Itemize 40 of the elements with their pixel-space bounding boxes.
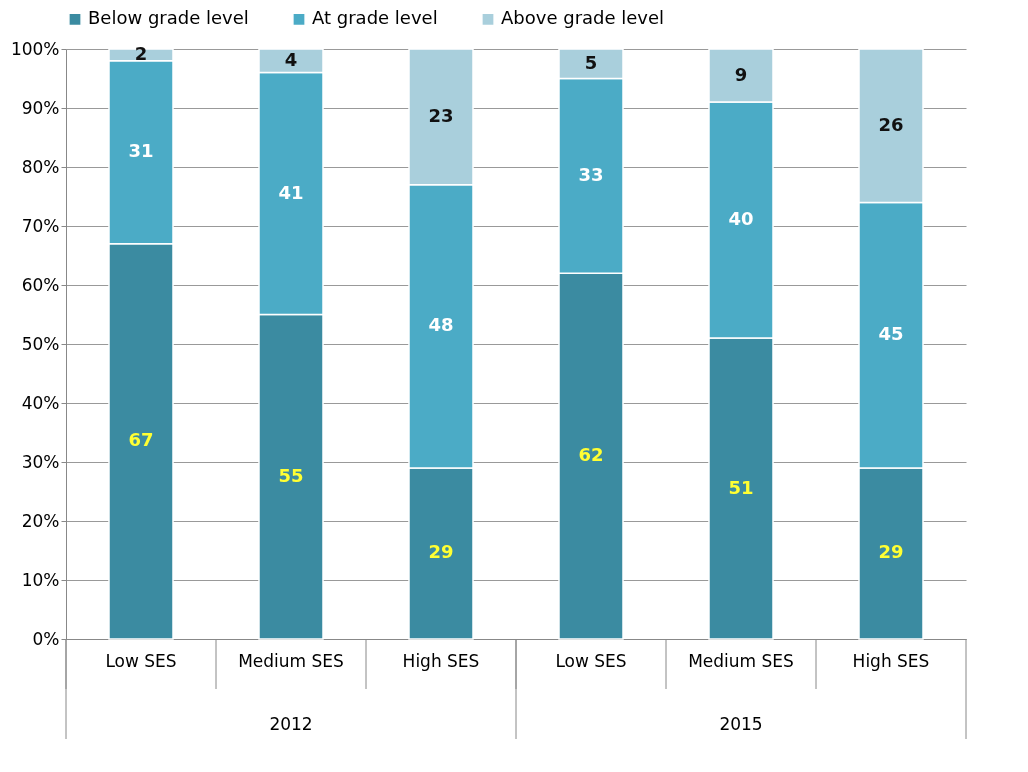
data-label: 2	[134, 42, 148, 64]
x-tick-label: Medium SES	[688, 650, 794, 671]
data-label: 48	[428, 314, 454, 336]
data-label: 51	[728, 476, 754, 498]
y-tick-label: 0%	[32, 628, 60, 649]
y-tick-label: 80%	[21, 156, 60, 177]
y-tick-label: 70%	[21, 215, 60, 236]
x-tick-label: High SES	[402, 650, 480, 671]
data-label: 41	[278, 181, 304, 203]
data-label: 29	[428, 541, 454, 563]
legend-label: Below grade level	[88, 7, 249, 29]
legend-label: Above grade level	[501, 7, 665, 29]
data-label: 45	[878, 323, 904, 345]
y-tick-label: 30%	[21, 451, 60, 472]
data-label: 67	[128, 429, 154, 451]
data-label: 31	[128, 140, 154, 162]
data-label: 23	[428, 104, 454, 126]
legend-label: At grade level	[312, 7, 438, 29]
data-label: 29	[878, 541, 904, 563]
data-label: 5	[584, 51, 598, 73]
x-tick-label: Medium SES	[238, 650, 344, 671]
y-tick-label: 20%	[21, 510, 60, 531]
text: 2012	[269, 714, 313, 734]
y-tick-label: 100%	[10, 38, 60, 59]
data-label: 33	[578, 163, 604, 185]
data-label: 55	[278, 464, 304, 486]
data-label: 4	[284, 48, 298, 70]
y-tick-label: 50%	[21, 333, 60, 354]
y-tick-label: 10%	[21, 569, 60, 590]
text: 2015	[719, 714, 763, 734]
data-label: 9	[734, 63, 748, 85]
x-tick-label: Low SES	[105, 650, 177, 671]
x-tick-label: High SES	[852, 650, 930, 671]
data-label: 62	[578, 444, 604, 466]
data-label: 40	[728, 208, 754, 230]
data-label: 26	[878, 113, 904, 135]
y-tick-label: 60%	[21, 274, 60, 295]
y-tick-label: 90%	[21, 97, 60, 118]
y-tick-label: 40%	[21, 392, 60, 413]
x-tick-label: Low SES	[555, 650, 627, 671]
